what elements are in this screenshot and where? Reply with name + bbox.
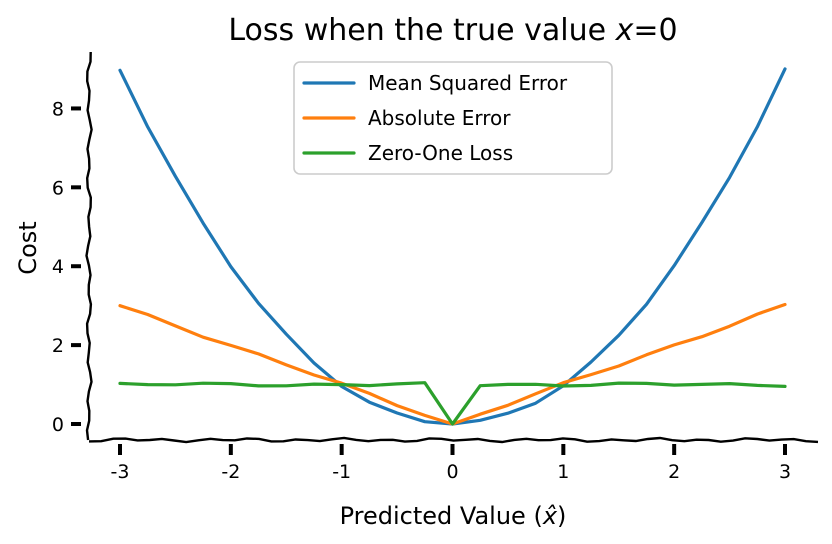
chart-title: Loss when the true value x=0	[228, 13, 677, 48]
series-line-zero-one-loss	[118, 381, 787, 426]
ticks-layer: -3 -2 -1 0 1 2 3 0 2 4 6 8	[52, 98, 791, 483]
axes	[85, 51, 819, 444]
legend: Mean Squared Error Absolute Error Zero-One…	[293, 61, 613, 175]
x-tick-label: 1	[557, 461, 569, 483]
legend-label: Absolute Error	[368, 106, 511, 130]
y-tick-label: 4	[52, 256, 64, 278]
x-tick-label: -2	[221, 461, 240, 483]
y-tick-label: 6	[52, 177, 64, 199]
legend-label: Mean Squared Error	[368, 71, 568, 95]
x-tick-label: -1	[332, 461, 351, 483]
series-line-absolute-error	[118, 302, 787, 426]
series-layer	[118, 67, 787, 426]
legend-label: Zero-One Loss	[368, 141, 513, 165]
y-axis-label: Cost	[14, 221, 42, 274]
x-tick-label: 0	[446, 461, 458, 483]
x-tick-label: 3	[779, 461, 791, 483]
x-axis-spine	[88, 436, 819, 444]
legend-box	[293, 61, 613, 175]
x-axis-label: Predicted Value (x̂)	[340, 502, 567, 530]
y-tick-label: 8	[52, 98, 64, 120]
x-tick-label: -3	[111, 461, 130, 483]
y-tick-label: 0	[52, 414, 64, 436]
y-tick-label: 2	[52, 335, 64, 357]
x-tick-label: 2	[668, 461, 680, 483]
y-axis-spine	[85, 51, 93, 441]
